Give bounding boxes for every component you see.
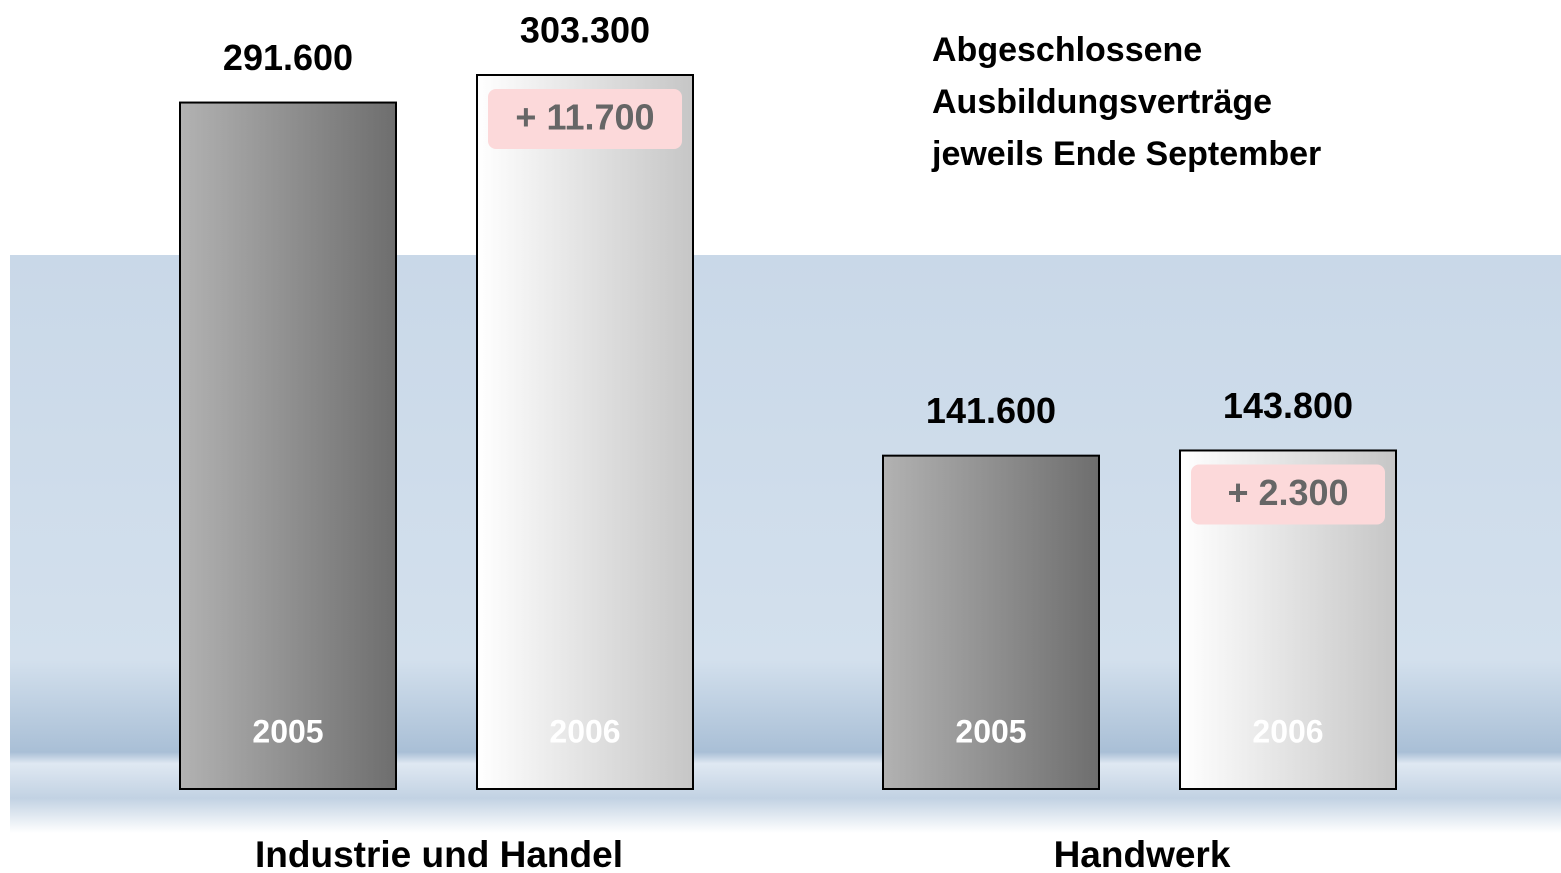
change-label: + 11.700 bbox=[515, 97, 654, 138]
series-label: 2005 bbox=[955, 713, 1026, 749]
bar bbox=[179, 101, 397, 790]
value-label: 141.600 bbox=[926, 390, 1056, 431]
series-label: 2005 bbox=[252, 713, 323, 749]
title: Abgeschlossene Ausbildungsverträge jeweils… bbox=[931, 31, 1321, 173]
category-label: Handwerk bbox=[1054, 834, 1231, 873]
title-line: Abgeschlossene bbox=[932, 31, 1202, 69]
value-label: 143.800 bbox=[1223, 385, 1353, 426]
change-label: + 2.300 bbox=[1227, 472, 1348, 513]
title-line: jeweils Ende September bbox=[931, 135, 1321, 173]
change-box bbox=[488, 89, 682, 149]
title-line: Ausbildungsverträge bbox=[932, 83, 1272, 121]
category-label: Industrie und Handel bbox=[255, 834, 623, 873]
bar bbox=[882, 454, 1100, 790]
value-label: 303.300 bbox=[520, 10, 650, 51]
value-label: 291.600 bbox=[223, 37, 353, 78]
change-box bbox=[1191, 464, 1385, 525]
series-label: 2006 bbox=[1252, 713, 1323, 749]
bar bbox=[476, 74, 694, 790]
series-label: 2006 bbox=[549, 713, 620, 749]
